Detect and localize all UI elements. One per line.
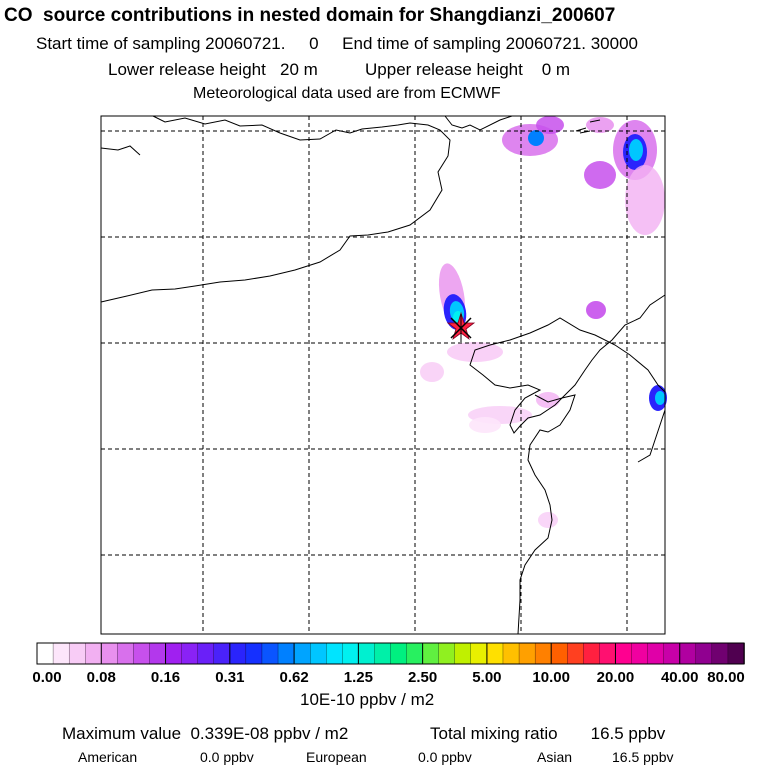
colorbar-tick-label: 1.25	[343, 669, 373, 686]
colorbar-cell	[197, 642, 215, 665]
plume-cell	[625, 165, 665, 235]
plume-cell	[655, 391, 665, 405]
release-height-text: Lower release height 20 m Upper release …	[108, 60, 571, 79]
colorbar-cell	[326, 642, 344, 665]
colorbar-cell	[615, 642, 633, 665]
colorbar-cell	[647, 642, 665, 665]
plume-cell	[584, 161, 616, 189]
colorbar-cell	[502, 642, 520, 665]
colorbar-cell	[293, 642, 311, 665]
sampling-time-text: Start time of sampling 20060721. 0 End t…	[36, 34, 638, 53]
colorbar-cell	[599, 642, 617, 665]
met-data-text: Meteorological data used are from ECMWF	[193, 85, 501, 102]
receptor-star-icon	[446, 311, 476, 342]
american-label: American	[78, 749, 138, 765]
colorbar-cell	[165, 642, 183, 665]
colorbar-cell	[551, 642, 569, 665]
colorbar-tick-label: 0.31	[215, 669, 245, 686]
colorbar-tick-label: 5.00	[472, 669, 502, 686]
colorbar-tick-label: 10.00	[532, 669, 570, 686]
colorbar-cell	[390, 642, 408, 665]
colorbar-cell	[117, 642, 135, 665]
colorbar-cell	[422, 642, 440, 665]
colorbar-cell	[310, 642, 327, 665]
colorbar-tick-label: 0.00	[32, 669, 62, 686]
colorbar-cell	[133, 642, 151, 665]
colorbar-cell	[149, 642, 167, 665]
plume-cell	[420, 362, 444, 382]
colorbar-cell	[68, 642, 86, 665]
colorbar-cell	[583, 642, 601, 665]
colorbar-cell	[486, 642, 504, 665]
colorbar-tick-label: 0.62	[279, 669, 309, 686]
colorbar-cell	[342, 642, 360, 665]
plume-cell	[586, 301, 606, 319]
plume-cell	[528, 130, 544, 146]
colorbar-cell	[711, 642, 729, 665]
lat-lon-grid	[101, 116, 665, 634]
european-label: European	[306, 749, 367, 765]
colorbar-cell	[52, 642, 70, 665]
colorbar-cell	[438, 642, 456, 665]
maximum-value-text: Maximum value 0.339E-08 ppbv / m2	[62, 724, 349, 743]
colorbar-cell	[213, 642, 231, 665]
colorbar-cell	[245, 642, 263, 665]
east-coastline	[517, 394, 576, 635]
plume-cell	[536, 116, 564, 134]
border-line-ne	[444, 115, 513, 131]
colorbar-cell	[727, 642, 745, 665]
colorbar-cell	[277, 642, 295, 665]
colorbar-units: 10E-10 ppbv / m2	[300, 690, 435, 709]
colorbar-cell	[567, 642, 585, 665]
chart-title: CO source contributions in nested domain…	[4, 5, 616, 26]
plume-layer	[420, 116, 667, 528]
colorbar-cells	[36, 642, 745, 665]
plume-cell	[536, 392, 560, 408]
colorbar-cell	[85, 642, 103, 665]
colorbar-cell	[374, 642, 392, 665]
colorbar-tick-label: 0.08	[86, 669, 116, 686]
total-mixing-ratio-text: Total mixing ratio 16.5 ppbv	[430, 724, 666, 743]
border-line-north	[100, 115, 451, 303]
colorbar-tick-label: 80.00	[707, 669, 745, 686]
coastlines	[100, 115, 666, 635]
colorbar-cell	[695, 642, 713, 665]
colorbar-cell	[679, 642, 697, 665]
colorbar-tick-label: 0.16	[150, 669, 181, 686]
colorbar-cell	[181, 642, 199, 665]
plume-cell	[469, 417, 501, 433]
colorbar-tick-label: 40.00	[660, 669, 699, 686]
colorbar-tick-label: 20.00	[596, 669, 635, 686]
colorbar-cell	[470, 642, 488, 665]
bohai-coastline	[469, 294, 666, 434]
colorbar-cell	[229, 642, 247, 665]
plot-frame	[100, 115, 666, 635]
colorbar-cell	[534, 642, 552, 665]
border-line-nw	[100, 145, 141, 156]
colorbar-cell	[101, 642, 119, 665]
border-fragment	[575, 119, 601, 134]
european-value: 0.0 ppbv	[418, 749, 472, 765]
colorbar-tick-label: 2.50	[408, 669, 438, 686]
colorbar-major-ticks	[36, 643, 745, 664]
asian-label: Asian	[537, 749, 573, 765]
colorbar-cell	[631, 642, 649, 665]
plume-cell	[538, 512, 558, 528]
american-value: 0.0 ppbv	[200, 749, 254, 765]
plume-cell	[447, 342, 503, 362]
colorbar-cell	[518, 642, 536, 665]
colorbar-cell	[454, 642, 472, 665]
colorbar-cell	[358, 642, 376, 665]
plume-cell	[629, 139, 643, 161]
korea-coastline	[637, 409, 666, 463]
colorbar-cell	[36, 642, 54, 665]
colorbar-cell	[663, 642, 681, 665]
asian-value: 16.5 ppbv	[612, 749, 674, 765]
colorbar-cell	[406, 642, 424, 665]
colorbar-cell	[261, 642, 279, 665]
